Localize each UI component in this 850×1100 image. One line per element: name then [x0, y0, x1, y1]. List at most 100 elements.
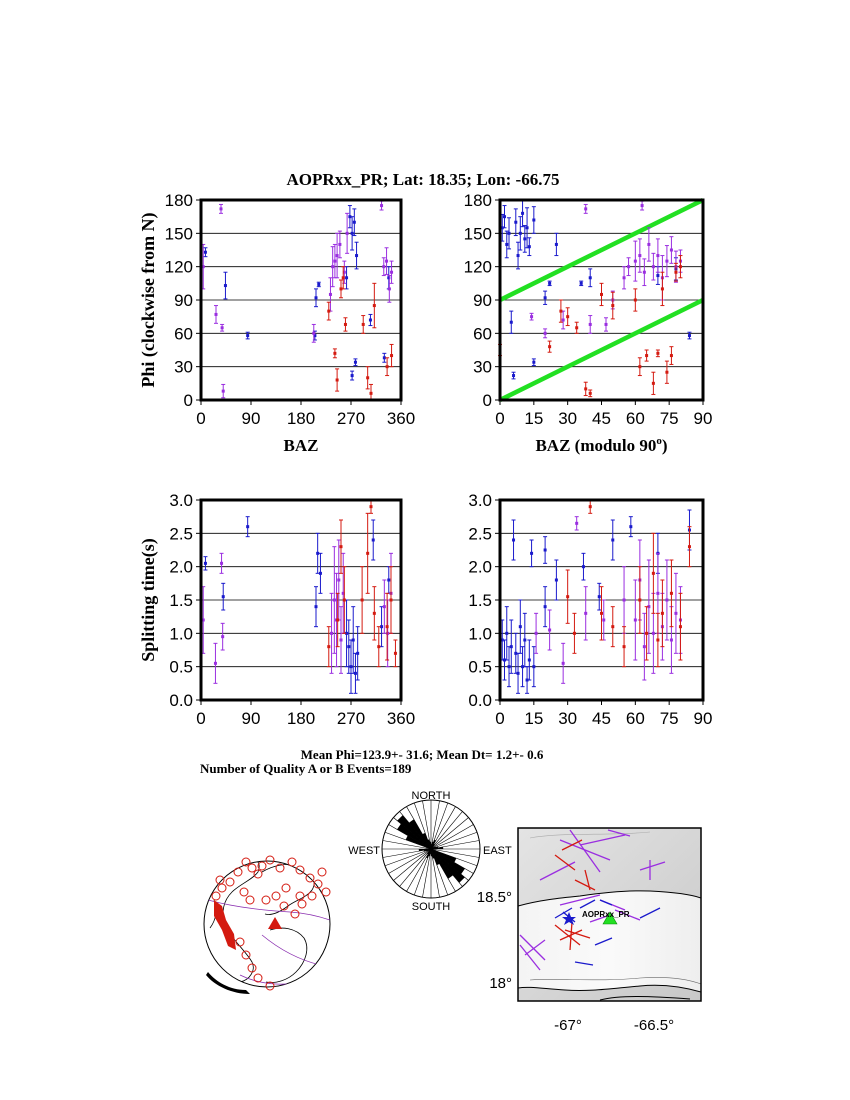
x-tick-label: 180 — [287, 709, 315, 728]
data-point-red — [393, 639, 398, 668]
data-point-purple — [384, 247, 389, 275]
data-point-blue — [386, 266, 391, 290]
data-point-red — [385, 592, 390, 661]
data-point-blue — [531, 206, 536, 234]
data-point-blue — [516, 241, 521, 270]
rose-petal — [428, 849, 431, 851]
rose-petal — [408, 819, 431, 849]
data-point-purple — [221, 383, 226, 399]
y-tick-label: 0 — [184, 391, 193, 410]
data-point-purple — [220, 323, 225, 332]
y-axis-label: Phi (clockwise from N) — [138, 212, 159, 387]
data-point-blue — [579, 280, 584, 287]
x-tick-label: 90 — [694, 409, 713, 428]
data-point-blue — [203, 247, 208, 258]
data-point-red — [372, 586, 377, 641]
splitting-bar-blue — [579, 899, 596, 909]
rose-petal — [423, 849, 431, 852]
rose-label-east: EAST — [483, 845, 512, 857]
map-xtick-minus67: -67° — [554, 1017, 582, 1034]
x-tick-label: 30 — [558, 709, 577, 728]
data-point-blue — [347, 205, 352, 229]
globe-event — [305, 873, 315, 883]
rose-petal — [431, 849, 465, 883]
data-point-blue — [543, 586, 548, 628]
data-point-purple — [561, 310, 566, 330]
rose-petal — [431, 839, 436, 849]
map-xtick-minus66.5: -66.5° — [634, 1017, 674, 1034]
rose-petal — [427, 849, 431, 855]
data-point-blue — [522, 225, 527, 253]
data-point-purple — [588, 315, 593, 334]
data-point-red — [365, 512, 370, 594]
data-point-blue — [520, 199, 525, 228]
data-point-purple — [626, 257, 631, 277]
globe-event — [321, 887, 331, 897]
data-point-red — [633, 288, 638, 312]
x-tick-label: 60 — [626, 709, 645, 728]
rose-petal — [426, 849, 431, 859]
data-point-red — [565, 569, 570, 624]
data-point-red — [637, 566, 642, 634]
data-point-blue — [386, 566, 391, 594]
y-tick-label: 2.0 — [169, 558, 193, 577]
y-tick-label: 3.0 — [468, 491, 492, 510]
y-tick-label: 120 — [165, 258, 193, 277]
data-point-blue — [610, 519, 615, 561]
rose-petal — [428, 849, 431, 857]
panel-dt-vs-baz: 0.0 0.5 1.0 1.5 2.0 2.5 3.0 0 90 180 270 360 Splitti… — [138, 491, 415, 728]
data-point-blue — [547, 280, 552, 287]
data-point-red — [342, 566, 347, 634]
y-tick-label: 150 — [464, 224, 492, 243]
rose-label-west: WEST — [348, 845, 380, 857]
data-point-purple — [337, 230, 342, 259]
rose-petal — [397, 823, 431, 849]
x-tick-label: 90 — [242, 409, 261, 428]
splitting-bar-purple — [559, 894, 601, 906]
y-tick-label: 180 — [464, 191, 492, 210]
rose-petal — [431, 849, 465, 875]
splitting-bar-red — [574, 879, 596, 891]
data-point-purple — [339, 606, 343, 674]
map-event-star — [562, 912, 576, 925]
data-point-blue — [527, 639, 532, 681]
y-tick-label: 0.0 — [468, 691, 492, 710]
data-point-purple — [642, 612, 647, 681]
rose-petal — [431, 847, 433, 849]
data-point-blue — [531, 358, 536, 367]
rose-petal — [429, 849, 431, 851]
data-point-blue — [588, 268, 593, 288]
data-point-red — [339, 519, 343, 574]
globe-event — [275, 863, 285, 873]
rose-petal — [431, 849, 436, 851]
rose-petal — [431, 849, 435, 859]
data-point-blue — [314, 586, 318, 628]
data-point-purple — [547, 609, 552, 651]
y-tick-label: 30 — [473, 358, 492, 377]
data-point-red — [610, 606, 615, 648]
data-point-blue — [354, 241, 359, 270]
rose-petal — [418, 849, 431, 852]
rose-label-north: NORTH — [412, 790, 451, 802]
x-tick-label: 15 — [524, 409, 543, 428]
y-tick-label: 180 — [165, 191, 193, 210]
splitting-bar-red — [554, 854, 576, 871]
data-point-red — [343, 317, 348, 332]
data-point-purple — [601, 599, 606, 641]
splitting-bar-purple — [607, 829, 631, 837]
data-point-purple — [311, 323, 316, 343]
data-point-red — [372, 282, 377, 329]
data-point-blue — [316, 281, 321, 288]
y-tick-label: 60 — [473, 324, 492, 343]
x-tick-label: 90 — [242, 709, 261, 728]
globe-event — [279, 901, 289, 911]
globe-event — [290, 909, 300, 919]
data-point-red — [660, 579, 665, 648]
data-point-red — [673, 262, 678, 282]
y-tick-label: 30 — [174, 358, 193, 377]
rose-petal — [430, 849, 431, 854]
x-tick-label: 360 — [387, 709, 415, 728]
data-point-red — [369, 499, 373, 514]
data-point-red — [610, 291, 615, 320]
data-point-red — [644, 606, 649, 661]
